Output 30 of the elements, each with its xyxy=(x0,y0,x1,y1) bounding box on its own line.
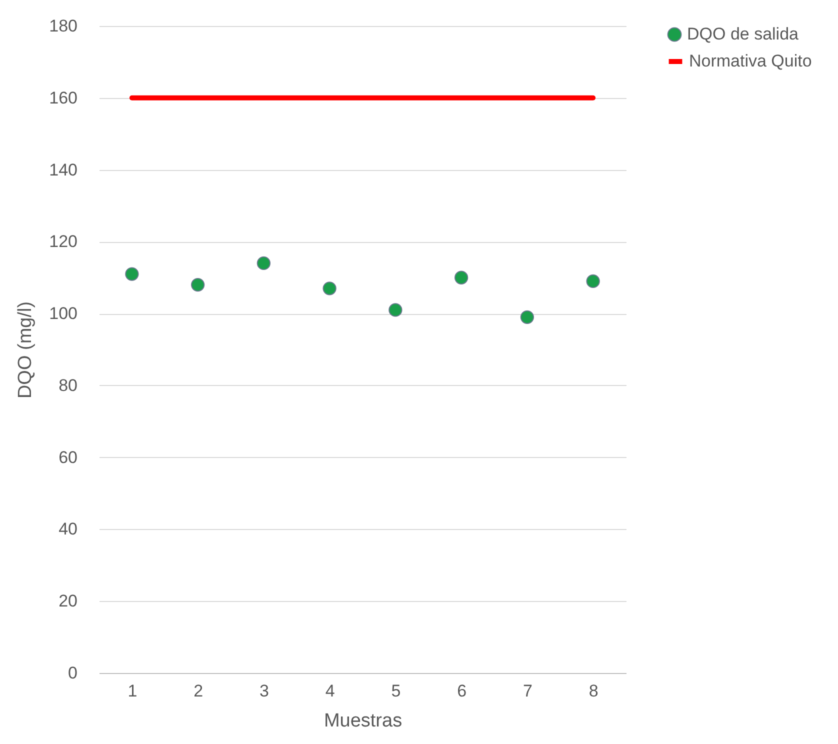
point xyxy=(322,282,336,296)
point xyxy=(190,278,205,292)
point xyxy=(125,267,139,281)
legend-label: DQO de salida xyxy=(687,24,800,44)
x-tick-label: 4 xyxy=(325,682,335,700)
point xyxy=(454,270,468,284)
x-tick-label: 1 xyxy=(128,682,138,700)
y-axis-title: DQO (mg/l) xyxy=(15,301,36,399)
y-tick-label: 100 xyxy=(49,304,78,324)
y-tick-label: 20 xyxy=(58,592,78,611)
y-tick-label: 140 xyxy=(49,160,78,180)
point xyxy=(388,303,402,317)
legend-label: Normativa Quito xyxy=(689,52,812,70)
x-tick-label: 6 xyxy=(457,682,467,700)
y-tick-label: 60 xyxy=(58,448,78,467)
point xyxy=(586,274,600,288)
x-tick-label: 5 xyxy=(391,682,401,700)
y-tick-label: 160 xyxy=(49,88,78,108)
x-tick-label: 3 xyxy=(259,682,269,700)
point xyxy=(256,256,271,270)
x-tick-label: 7 xyxy=(522,682,532,700)
x-axis-title: Muestras xyxy=(324,710,402,732)
x-tick-label: 2 xyxy=(194,682,204,700)
y-tick-label: 0 xyxy=(68,664,78,682)
y-tick-label: 180 xyxy=(49,16,78,36)
y-tick-label: 40 xyxy=(58,520,78,539)
point xyxy=(520,310,534,324)
x-tick-label: 8 xyxy=(588,682,598,700)
y-tick-label: 120 xyxy=(49,232,78,252)
y-tick-label: 80 xyxy=(58,376,78,395)
